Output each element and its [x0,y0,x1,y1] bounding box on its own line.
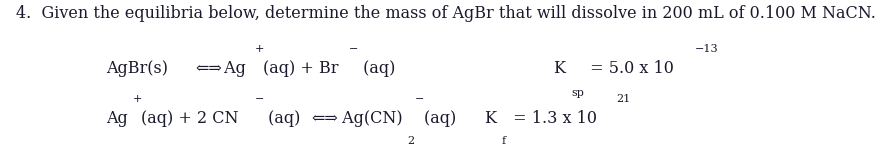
Text: f: f [501,136,505,146]
Text: AgBr(s): AgBr(s) [105,60,173,77]
Text: (aq): (aq) [263,110,305,127]
Text: ⇐⇒: ⇐⇒ [311,110,338,127]
Text: K: K [484,110,495,127]
Text: K: K [552,60,564,77]
Text: 2: 2 [407,136,414,146]
Text: Ag: Ag [219,60,246,77]
Text: −: − [349,44,358,54]
Text: −13: −13 [694,44,717,54]
Text: (aq) + Br: (aq) + Br [263,60,338,77]
Text: sp: sp [570,88,583,98]
Text: Ag(CN): Ag(CN) [337,110,402,127]
Text: = 5.0 x 10: = 5.0 x 10 [585,60,673,77]
Text: 21: 21 [615,94,629,104]
Text: −: − [415,94,424,104]
Text: = 1.3 x 10: = 1.3 x 10 [508,110,596,127]
Text: (aq): (aq) [424,110,461,127]
Text: (aq): (aq) [358,60,395,77]
Text: Ag: Ag [105,110,127,127]
Text: +: + [132,94,141,104]
Text: ⇐⇒: ⇐⇒ [195,60,222,77]
Text: (aq) + 2 CN: (aq) + 2 CN [140,110,238,127]
Text: 4.  Given the equilibria below, determine the mass of AgBr that will dissolve in: 4. Given the equilibria below, determine… [16,5,875,22]
Text: +: + [255,44,264,54]
Text: −: − [255,94,264,104]
